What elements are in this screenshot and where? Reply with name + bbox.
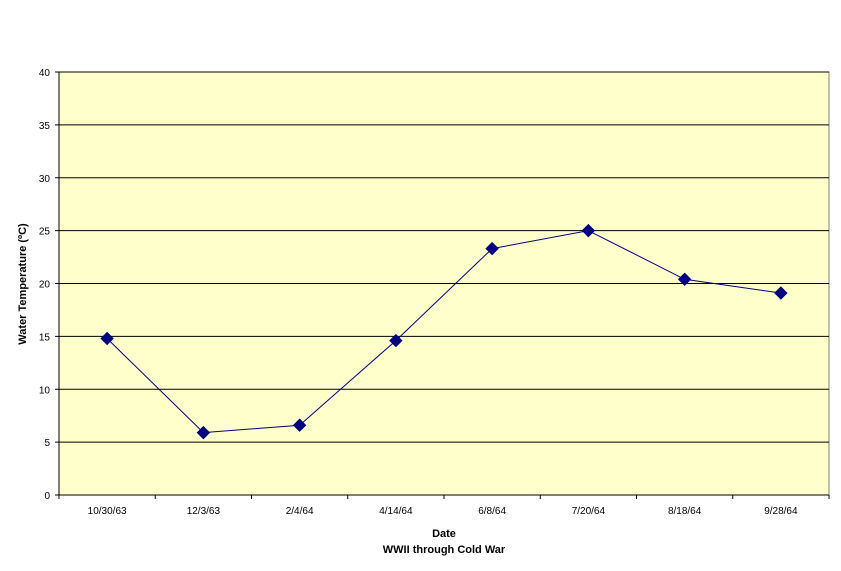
y-tick-label: 0 — [44, 491, 50, 502]
data-point — [677, 272, 692, 286]
y-tick-label: 40 — [39, 68, 51, 79]
x-tick-label: 6/8/64 — [478, 506, 506, 517]
data-point — [485, 241, 499, 256]
y-tick-label: 20 — [39, 280, 51, 291]
data-point — [581, 223, 596, 238]
x-tick-label: 8/18/64 — [668, 506, 702, 517]
y-axis-title: Water Temperature (ºC) — [17, 223, 29, 345]
x-tick-label: 4/14/64 — [379, 506, 413, 517]
y-tick-label: 5 — [44, 438, 50, 449]
y-tick-label: 35 — [39, 121, 51, 132]
x-tick-label: 12/3/63 — [187, 506, 221, 517]
x-tick-label: 9/28/64 — [764, 506, 798, 517]
x-tick-label: 2/4/64 — [286, 506, 314, 517]
data-point — [100, 331, 114, 346]
series-line — [106, 230, 781, 434]
data-point — [292, 418, 307, 432]
x-tick-label: 10/30/63 — [88, 506, 127, 517]
data-point — [196, 425, 211, 440]
series-lines — [106, 230, 781, 434]
y-tick-label: 15 — [39, 332, 51, 343]
y-tick-label: 30 — [39, 174, 51, 185]
x-tick-label: 7/20/64 — [572, 506, 606, 517]
x-axis: 10/30/63 12/3/63 2/4/64 4/14/64 6/8/64 7/20/6… — [58, 494, 830, 517]
data-point — [774, 286, 788, 300]
y-axis: 0 5 10 15 20 25 30 35 40 — [39, 68, 60, 502]
y-tick-label: 25 — [39, 227, 51, 238]
x-axis-subtitle: WWII through Cold War — [383, 544, 506, 556]
series-markers — [100, 223, 788, 440]
gridlines — [59, 71, 829, 443]
data-point — [389, 333, 403, 348]
y-tick-label: 10 — [39, 385, 51, 396]
x-axis-title: Date — [432, 528, 456, 540]
